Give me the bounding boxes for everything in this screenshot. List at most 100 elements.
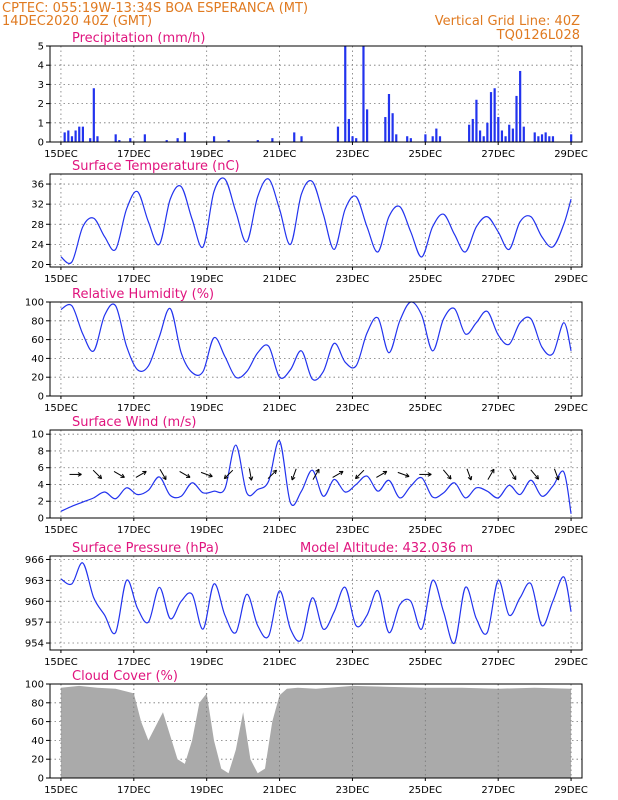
precip-bar [355,138,358,142]
pressure-frame [49,555,583,651]
x-tick-label: 23DEC [336,149,370,160]
x-tick-label: 15DEC [44,403,78,414]
precip-bar [544,132,547,142]
y-tick-label: 20 [31,373,44,384]
wind-direction-arrow [69,472,82,477]
precip-bar [114,134,117,142]
x-tick-label: 23DEC [336,785,370,796]
precip-bar [362,46,365,142]
x-tick-label: 27DEC [481,785,515,796]
wind-direction-arrow [397,471,410,478]
y-tick-label: 36 [31,180,44,191]
precip-bar [504,136,507,142]
precip-bar [471,118,474,142]
precip-bar [118,140,121,142]
y-tick-label: 40 [31,736,44,747]
y-tick-label: 4 [38,61,44,72]
precip-bar [366,109,369,142]
x-tick-label: 27DEC [481,149,515,160]
precipitation-panel: Precipitation (mm/h) 0 1 2 3 4 5 15DEC 17DEC 19DE… [38,31,588,160]
y-tick-label: 966 [25,555,44,566]
y-tick-label: 80 [31,698,44,709]
wind-direction-arrow [179,470,191,478]
x-tick-label: 29DEC [554,149,588,160]
precip-bar [468,124,471,142]
humidity-panel: Relative Humidity (%) 0 20 40 60 80 100 15DEC 17… [25,287,588,414]
x-tick-label: 27DEC [481,403,515,414]
y-tick-label: 10 [31,430,44,441]
precipitation-title: Precipitation (mm/h) [72,31,205,46]
y-tick-label: 954 [25,639,44,650]
temperature-line [60,177,572,265]
precip-bar [395,134,398,142]
x-tick-label: 19DEC [190,403,224,414]
wind-direction-arrow [223,469,234,480]
precip-bar [74,130,77,142]
y-tick-label: 20 [31,260,44,271]
y-tick-label: 0 [38,774,44,785]
x-tick-label: 25DEC [408,785,442,796]
y-tick-label: 8 [38,446,44,457]
x-tick-label: 15DEC [44,785,78,796]
wind-direction-arrow [159,468,167,481]
y-tick-label: 28 [31,220,44,231]
y-tick-label: 960 [25,597,44,608]
y-tick-label: 40 [31,354,44,365]
x-tick-label: 25DEC [408,149,442,160]
precip-bar [548,136,551,142]
x-tick-label: 15DEC [44,149,78,160]
y-tick-label: 60 [31,335,44,346]
precip-bar [537,136,540,142]
x-tick-label: 17DEC [117,525,151,536]
precip-bar [486,122,489,142]
wind-panel: Surface Wind (m/s) 0 2 4 6 8 10 15DEC 17DEC 19DEC… [31,415,588,536]
precip-bar [482,136,485,142]
precip-bar [176,138,179,142]
pressure-line [60,562,572,644]
precip-bar [391,113,394,142]
x-tick-label: 25DEC [408,274,442,285]
precip-bar [271,138,274,142]
y-tick-label: 2 [38,497,44,508]
x-tick-label: 29DEC [554,274,588,285]
pressure-subtitle: Model Altitude: 432.036 m [300,541,473,556]
precip-bar [570,134,573,142]
x-tick-label: 23DEC [336,274,370,285]
x-tick-label: 17DEC [117,149,151,160]
y-tick-label: 100 [25,298,44,309]
precip-bar [500,130,504,142]
precip-bar [424,134,427,142]
x-tick-label: 21DEC [263,657,297,668]
x-tick-label: 25DEC [408,525,442,536]
precip-bar [89,138,92,142]
precipitation-frame [49,45,583,143]
precip-bar [406,136,409,142]
header-model: TQ0126L028 [496,28,580,43]
temperature-panel: Surface Temperature (nC) 20 24 28 32 36 15DEC 1… [31,159,588,285]
wind-direction-arrow [113,470,125,478]
wind-direction-arrow [332,470,344,478]
precip-bar [511,128,514,142]
precip-bar [63,132,66,142]
precip-bar [347,118,350,142]
precip-bar [256,140,259,142]
wind-direction-arrow [442,469,452,480]
wind-direction-arrow [248,468,254,481]
precip-bar [183,132,187,142]
y-tick-label: 60 [31,717,44,728]
precip-bar [92,88,95,142]
y-tick-label: 2 [38,99,44,110]
wind-direction-arrow [290,468,297,481]
wind-frame [49,429,583,519]
precip-bar [129,138,132,142]
x-tick-label: 21DEC [263,274,297,285]
x-tick-label: 29DEC [554,657,588,668]
header-grid-info: Vertical Grid Line: 40Z [435,14,580,29]
pressure-panel: Surface Pressure (hPa) Model Altitude: 43… [25,541,588,668]
x-tick-label: 21DEC [263,785,297,796]
precip-bar [519,70,522,142]
cloud-cover-area [60,685,572,778]
precip-bar [409,138,412,142]
precip-bar [508,124,511,142]
x-tick-label: 17DEC [117,403,151,414]
